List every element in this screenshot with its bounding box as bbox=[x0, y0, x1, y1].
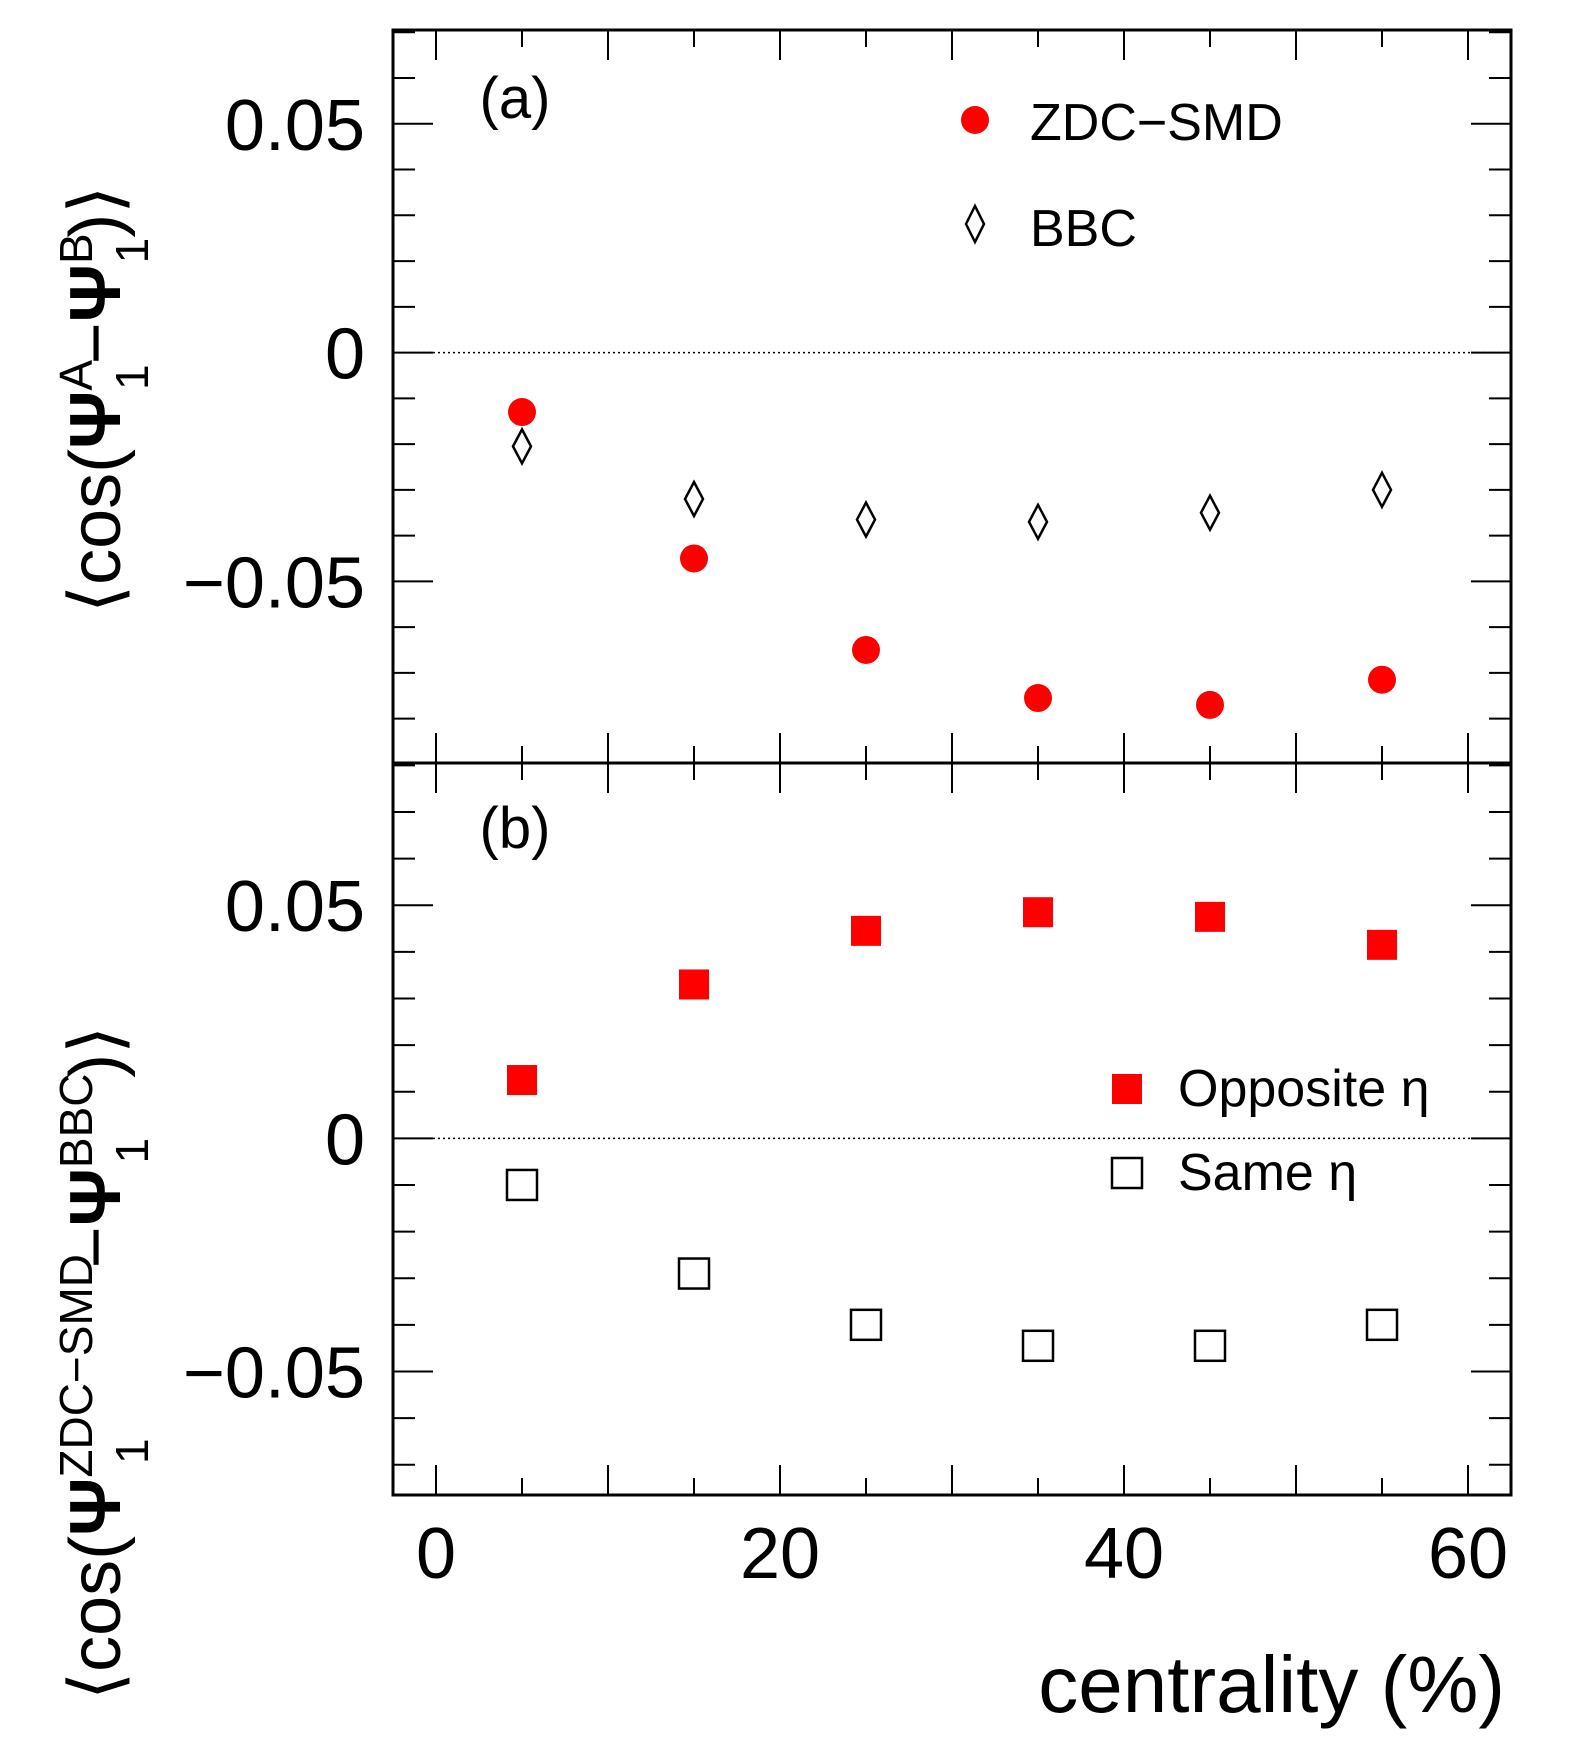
data-point-same- bbox=[677, 1257, 711, 1290]
ylabel-a-sup1: A bbox=[50, 360, 102, 391]
y-tick-label: −0.05 bbox=[183, 543, 365, 623]
ylabel-b-sup1: ZDC−SMD bbox=[50, 1254, 102, 1478]
legend-label-bbc: BBC bbox=[1030, 200, 1137, 258]
legend-marker-zdc-smd bbox=[961, 106, 989, 134]
data-point-bbc bbox=[683, 479, 705, 519]
x-axis-label: centrality (%) bbox=[1038, 1640, 1505, 1729]
panel-b-legend: Opposite η Same η bbox=[1110, 1060, 1430, 1202]
panel-a-legend: ZDC−SMD BBC bbox=[961, 94, 1283, 258]
data-point-opposite- bbox=[1195, 901, 1225, 932]
data-point-same- bbox=[849, 1308, 883, 1342]
panel-a: (a) 0.050−0.05 ZDC−SMD BBC ⟨cos(ΨA1−ΨB1)… bbox=[50, 28, 1513, 765]
data-point-bbc bbox=[1199, 493, 1221, 533]
data-point-zdc-smd bbox=[680, 544, 708, 573]
x-tick-label: 40 bbox=[1084, 1514, 1164, 1594]
data-point-opposite- bbox=[679, 969, 709, 1000]
ylabel-a-sub2: 1 bbox=[106, 238, 158, 264]
ylabel-a-sup2: B bbox=[50, 233, 102, 264]
ylabel-b-sub2: 1 bbox=[106, 1138, 158, 1164]
x-tick-label: 60 bbox=[1428, 1514, 1508, 1594]
data-point-same- bbox=[1021, 1329, 1055, 1363]
data-point-zdc-smd bbox=[508, 398, 536, 427]
ylabel-b-minus: − bbox=[56, 1226, 136, 1268]
ylabel-a-open: ⟨cos( bbox=[56, 449, 136, 613]
legend-marker-opposite-eta bbox=[1112, 1074, 1142, 1104]
x-tick-label: 0 bbox=[416, 1514, 456, 1594]
panel-b-ylabel: ⟨cos(ΨZDC−SMD1−ΨBBC1)⟩ bbox=[50, 1026, 158, 1700]
x-tick-label: 20 bbox=[740, 1514, 820, 1594]
data-point-opposite- bbox=[507, 1065, 537, 1096]
panel-b: (b) 0.050−0.05 Opposite η Same η ⟨cos(ΨZ… bbox=[50, 761, 1513, 1700]
ylabel-a-psi1: Ψ bbox=[56, 391, 136, 449]
legend-marker-bbc bbox=[964, 203, 986, 245]
data-point-zdc-smd bbox=[852, 635, 880, 664]
legend-label-zdc-smd: ZDC−SMD bbox=[1030, 94, 1283, 152]
data-point-same- bbox=[1193, 1329, 1227, 1363]
legend-marker-same-eta bbox=[1110, 1156, 1144, 1190]
data-point-opposite- bbox=[1023, 897, 1053, 928]
ylabel-b-psi2: Ψ bbox=[56, 1168, 136, 1226]
data-point-same- bbox=[1365, 1308, 1399, 1342]
y-tick-label: −0.05 bbox=[183, 1333, 365, 1413]
data-point-bbc bbox=[855, 499, 877, 540]
x-axis: 0 20 40 60 bbox=[416, 1514, 1508, 1594]
data-point-opposite- bbox=[851, 915, 881, 946]
legend-label-opposite-eta: Opposite η bbox=[1178, 1060, 1430, 1118]
data-point-bbc bbox=[1027, 502, 1049, 542]
ylabel-b-close: )⟩ bbox=[56, 1026, 136, 1078]
data-point-bbc bbox=[511, 426, 533, 467]
data-point-opposite- bbox=[1367, 929, 1397, 960]
y-tick-label: 0 bbox=[325, 1100, 365, 1180]
data-point-zdc-smd bbox=[1024, 684, 1052, 713]
legend-label-same-eta: Same η bbox=[1178, 1144, 1357, 1202]
panel-a-ylabel: ⟨cos(ΨA1−ΨB1)⟩ bbox=[50, 186, 158, 613]
data-point-zdc-smd bbox=[1368, 665, 1396, 694]
y-tick-label: 0.05 bbox=[225, 86, 365, 166]
ylabel-a-sub1: 1 bbox=[106, 364, 158, 390]
data-point-bbc bbox=[1371, 470, 1393, 510]
ylabel-b-open: ⟨cos( bbox=[56, 1536, 136, 1700]
y-tick-label: 0 bbox=[325, 315, 365, 395]
ylabel-b-sup2: BBC bbox=[50, 1074, 102, 1169]
data-point-same- bbox=[505, 1168, 539, 1202]
ylabel-a-close: )⟩ bbox=[56, 186, 136, 238]
ylabel-b-sub1: 1 bbox=[106, 1438, 158, 1464]
data-point-zdc-smd bbox=[1196, 690, 1224, 719]
ylabel-a-psi2: Ψ bbox=[56, 264, 136, 322]
ylabel-b-psi1: Ψ bbox=[56, 1478, 136, 1536]
ylabel-a-minus: − bbox=[56, 322, 136, 364]
panel-a-label: (a) bbox=[480, 66, 551, 131]
panel-b-label: (b) bbox=[480, 796, 551, 861]
y-tick-label: 0.05 bbox=[225, 867, 365, 947]
